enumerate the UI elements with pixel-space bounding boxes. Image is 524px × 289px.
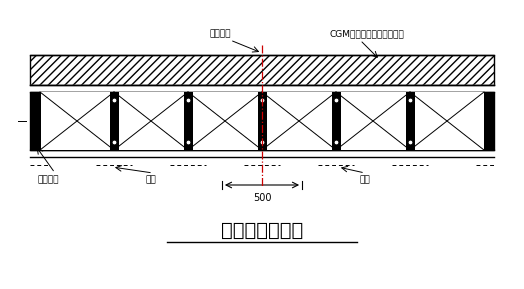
Polygon shape — [336, 92, 410, 150]
Bar — [332, 92, 340, 150]
Polygon shape — [40, 92, 114, 150]
Bar — [406, 92, 414, 150]
Text: CGM高强无收缩灌浆料灌实: CGM高强无收缩灌浆料灌实 — [330, 29, 405, 38]
Bar — [406, 92, 414, 150]
Polygon shape — [114, 92, 188, 150]
Bar — [484, 92, 494, 150]
Bar — [258, 92, 266, 150]
Polygon shape — [410, 92, 484, 150]
Bar — [30, 92, 40, 150]
Polygon shape — [40, 92, 114, 150]
Bar — [30, 92, 40, 150]
Polygon shape — [188, 92, 262, 150]
Text: 500: 500 — [253, 193, 271, 203]
Polygon shape — [336, 92, 410, 150]
Polygon shape — [188, 92, 262, 150]
Polygon shape — [262, 92, 336, 150]
Bar — [484, 92, 494, 150]
Bar — [30, 92, 494, 150]
Bar — [184, 92, 192, 150]
Bar — [30, 55, 494, 85]
Bar — [30, 92, 494, 150]
Polygon shape — [410, 92, 484, 150]
Bar — [110, 92, 118, 150]
Bar — [332, 92, 340, 150]
Text: 梁跨中线: 梁跨中线 — [209, 29, 231, 38]
Text: 对拉螺栓: 对拉螺栓 — [38, 175, 60, 184]
Bar — [258, 92, 266, 150]
Bar — [110, 92, 118, 150]
Polygon shape — [114, 92, 188, 150]
Text: 预制钢梁示意图: 预制钢梁示意图 — [221, 221, 303, 240]
Bar — [184, 92, 192, 150]
Text: 角钢: 角钢 — [360, 175, 371, 184]
Text: 角钢: 角钢 — [145, 175, 156, 184]
Polygon shape — [262, 92, 336, 150]
